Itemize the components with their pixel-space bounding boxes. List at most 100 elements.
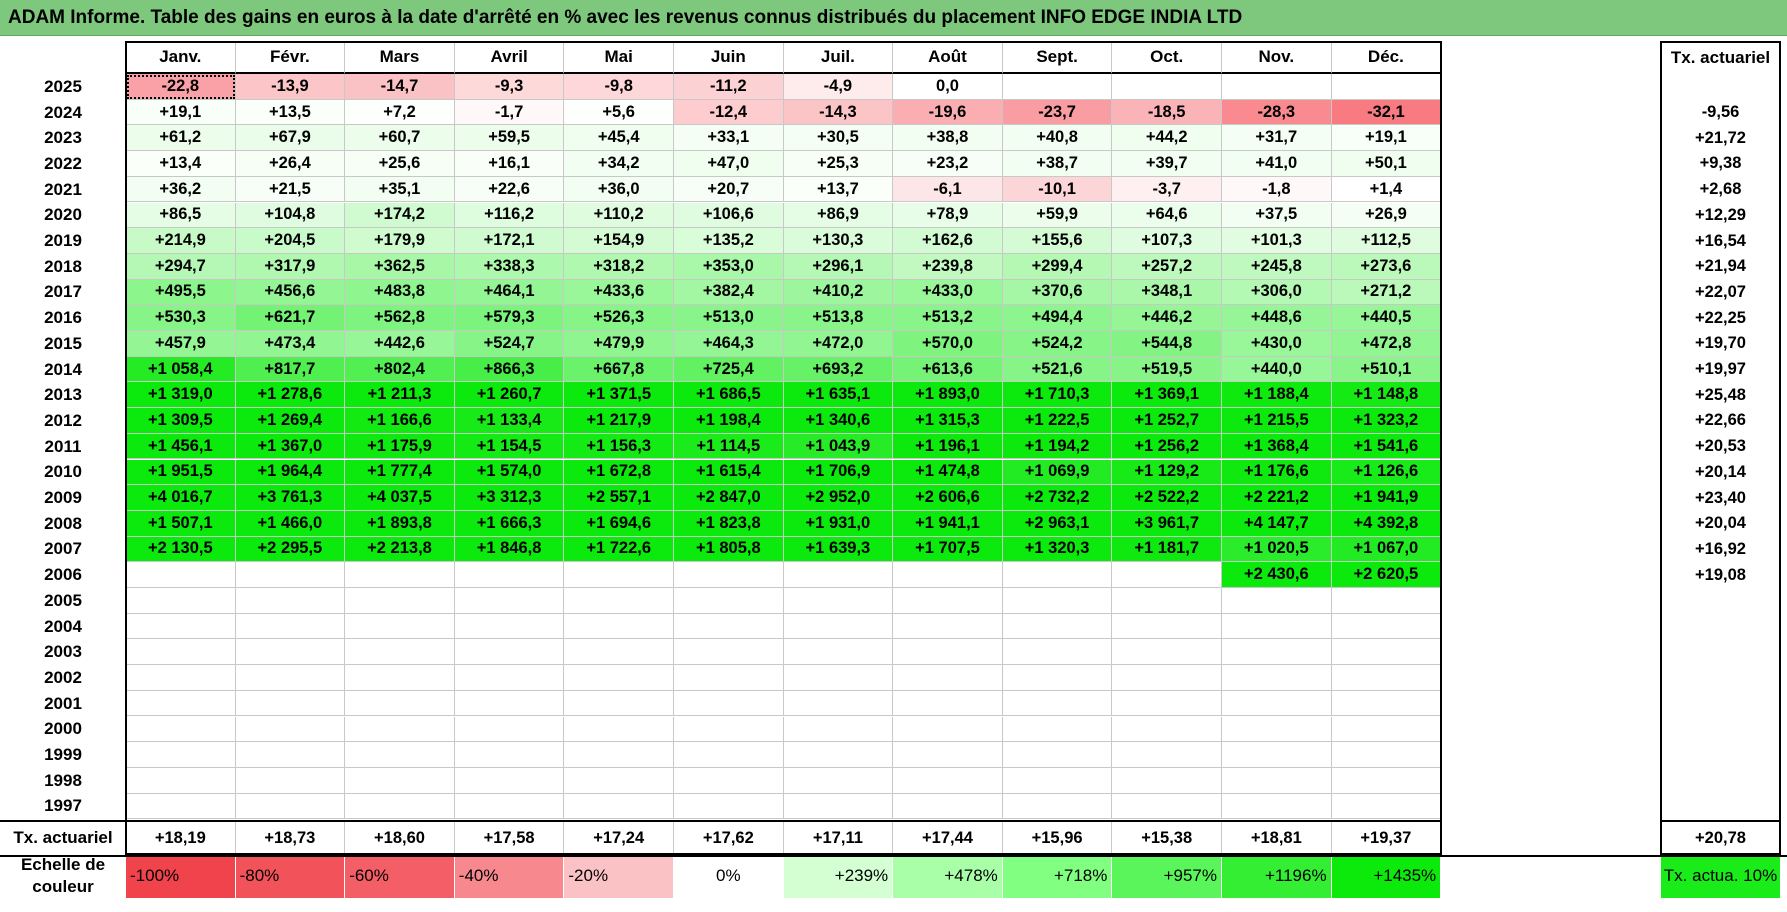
year-label: 2020 — [44, 205, 82, 225]
value-cell: -1,7 — [454, 99, 565, 126]
footer-tx-cell: +18,73 — [236, 822, 346, 855]
value-cell — [1331, 639, 1442, 666]
value-cell — [235, 767, 346, 794]
report-title: ADAM Informe. Table des gains en euros à… — [0, 0, 1787, 36]
value-cell — [126, 588, 236, 614]
value-cell: +510,1 — [1331, 356, 1442, 383]
tx-actuariel-cell: +20,14 — [1695, 462, 1746, 481]
month-header-9: Sept. — [1002, 42, 1113, 74]
value-cell: +60,7 — [345, 125, 455, 152]
color-scale-swatch: -40% — [454, 853, 565, 898]
value-cell: +1 278,6 — [235, 382, 346, 409]
value-cell: +3 961,7 — [1112, 510, 1222, 537]
value-cell: +1 686,5 — [674, 382, 784, 409]
color-scale-tx-swatch: Tx. actua. 10% — [1661, 853, 1780, 898]
value-cell: +1 777,4 — [345, 459, 455, 486]
value-cell: +1 043,9 — [783, 433, 894, 460]
value-cell — [345, 793, 455, 820]
year-label: 2018 — [44, 256, 82, 276]
footer-tx-cell: +18,60 — [345, 822, 455, 855]
value-cell — [564, 767, 674, 794]
value-cell: +544,8 — [1112, 331, 1222, 357]
value-cell — [674, 588, 784, 614]
value-cell — [454, 613, 565, 640]
month-header-2: Févr. — [235, 42, 346, 74]
value-cell: +5,6 — [564, 99, 674, 126]
tx-actuariel-cell: +9,38 — [1699, 154, 1742, 173]
value-cell — [1002, 665, 1113, 691]
value-cell — [454, 690, 565, 717]
value-cell — [345, 716, 455, 743]
value-cell: +31,7 — [1222, 125, 1332, 152]
value-cell: +1 176,6 — [1222, 459, 1332, 486]
value-cell — [1002, 716, 1113, 743]
value-cell: +1 369,1 — [1112, 382, 1222, 409]
value-cell: +1 319,0 — [126, 382, 236, 409]
value-cell: -9,3 — [454, 74, 565, 100]
color-scale-swatch: -60% — [345, 853, 455, 898]
value-cell: +21,5 — [235, 176, 346, 203]
value-cell — [783, 793, 894, 820]
value-cell — [1331, 613, 1442, 640]
value-cell — [783, 716, 894, 743]
value-cell: +457,9 — [126, 331, 236, 357]
value-cell — [1331, 588, 1442, 614]
color-scale-swatch: -20% — [564, 853, 674, 898]
value-cell: +579,3 — [454, 305, 565, 331]
value-cell: -1,8 — [1222, 176, 1332, 203]
value-cell: -22,8 — [126, 74, 236, 100]
value-cell — [674, 690, 784, 717]
value-cell: +1 126,6 — [1331, 459, 1442, 486]
value-cell: +1 194,2 — [1002, 433, 1113, 460]
month-header-12: Déc. — [1331, 42, 1442, 74]
color-scale-swatch: +478% — [893, 853, 1003, 898]
value-cell: +1 133,4 — [454, 408, 565, 434]
value-cell: -14,3 — [783, 99, 894, 126]
value-cell: +382,4 — [674, 279, 784, 306]
value-cell — [1112, 742, 1222, 768]
value-cell: +19,1 — [1331, 125, 1442, 152]
tx-actuariel-cell: +23,40 — [1695, 488, 1746, 507]
value-cell: +33,1 — [674, 125, 784, 152]
value-cell: +1 269,4 — [235, 408, 346, 434]
value-cell — [893, 793, 1003, 820]
value-cell: +1 114,5 — [674, 433, 784, 460]
value-cell — [674, 613, 784, 640]
value-cell: +338,3 — [454, 253, 565, 280]
value-cell: +35,1 — [345, 176, 455, 203]
value-cell — [564, 665, 674, 691]
value-cell: +1 615,4 — [674, 459, 784, 486]
value-cell: +20,7 — [674, 176, 784, 203]
value-cell: +473,4 — [235, 331, 346, 357]
value-cell: +817,7 — [235, 356, 346, 383]
value-cell — [454, 588, 565, 614]
value-cell: +130,3 — [783, 228, 894, 254]
tx-actuariel-cell: +22,66 — [1695, 411, 1746, 430]
tx-actuariel-cell: +19,08 — [1695, 565, 1746, 584]
value-cell — [454, 639, 565, 666]
value-cell — [1222, 74, 1332, 100]
value-cell: +318,2 — [564, 253, 674, 280]
value-cell: +513,2 — [893, 305, 1003, 331]
value-cell: +1 367,0 — [235, 433, 346, 460]
value-cell: +296,1 — [783, 253, 894, 280]
year-label: 2023 — [44, 128, 82, 148]
value-cell — [783, 690, 894, 717]
value-cell — [126, 793, 236, 820]
value-cell: +78,9 — [893, 202, 1003, 229]
value-cell: +45,4 — [564, 125, 674, 152]
value-cell: +2 557,1 — [564, 485, 674, 511]
value-cell: +693,2 — [783, 356, 894, 383]
value-cell: +433,6 — [564, 279, 674, 306]
value-cell: +494,4 — [1002, 305, 1113, 331]
value-cell — [1002, 588, 1113, 614]
value-cell: +271,2 — [1331, 279, 1442, 306]
value-cell: -13,9 — [235, 74, 346, 100]
value-cell: +495,5 — [126, 279, 236, 306]
year-label: 2019 — [44, 231, 82, 251]
color-scale-swatch: +1196% — [1222, 853, 1332, 898]
value-cell — [893, 742, 1003, 768]
value-cell: +30,5 — [783, 125, 894, 152]
value-cell: +26,9 — [1331, 202, 1442, 229]
value-cell: +472,8 — [1331, 331, 1442, 357]
